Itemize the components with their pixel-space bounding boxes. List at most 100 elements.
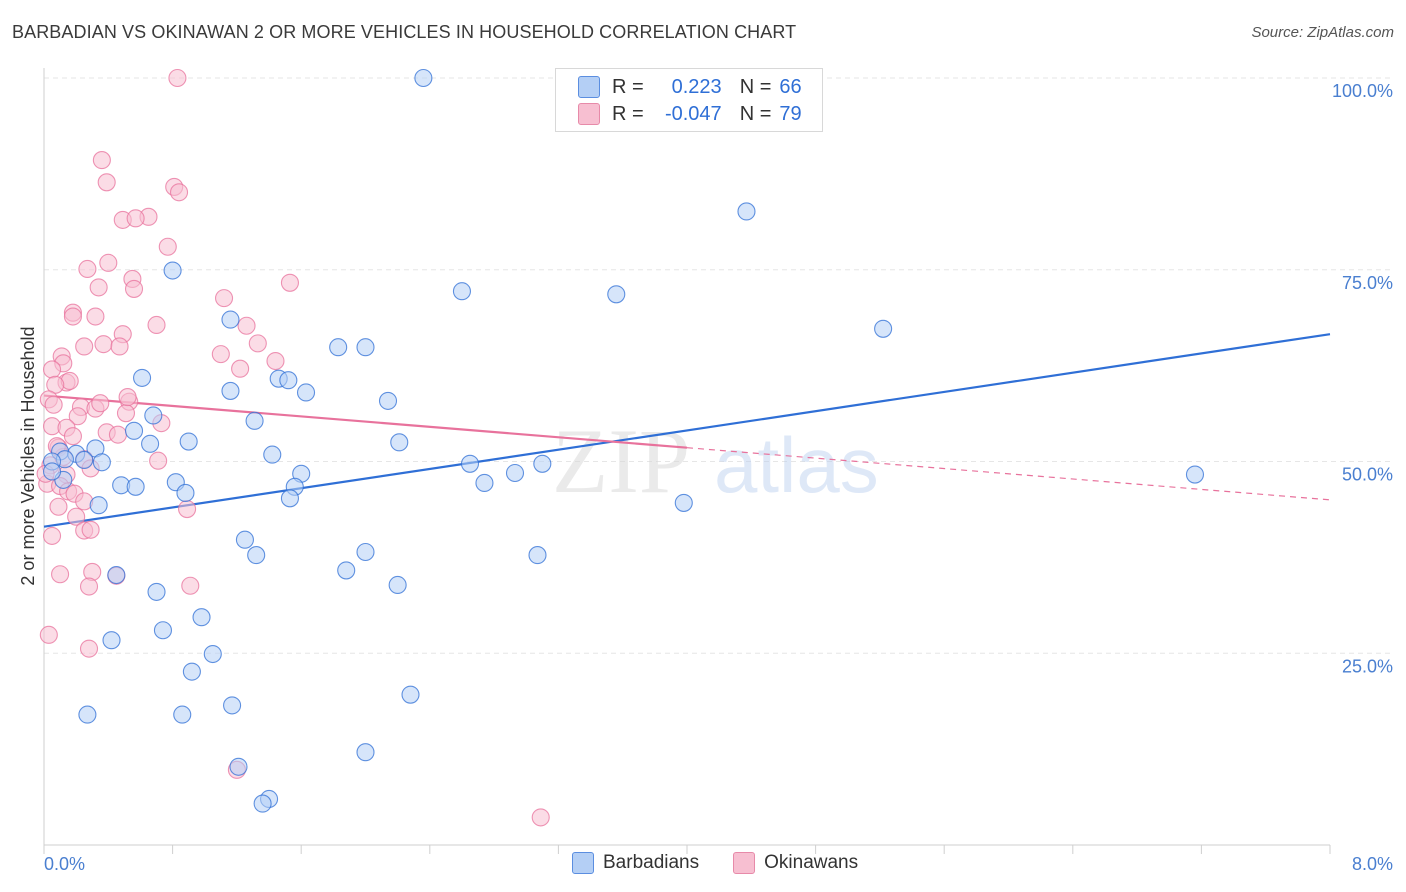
chart-title: BARBADIAN VS OKINAWAN 2 OR MORE VEHICLES… (12, 22, 797, 42)
okinawan-point (89, 278, 108, 297)
okinawan-point (237, 316, 256, 335)
source-label: Source: ZipAtlas.com (1251, 24, 1394, 41)
barbadian-point (280, 489, 299, 508)
okinawan-point (169, 183, 189, 202)
barbadian-point (102, 631, 121, 650)
barbadian-point (253, 794, 272, 813)
barbadian-point (737, 202, 756, 221)
barbadian-point (390, 433, 409, 452)
barbadian-point (229, 757, 248, 776)
barbadian-point (674, 493, 693, 512)
okinawan-point (51, 565, 70, 584)
barbadian-trend-line (43, 333, 1331, 528)
okinawan-point (79, 639, 99, 658)
barbadian-point (92, 453, 111, 472)
legend-row-okinawans: R = -0.047 N = 79 (578, 101, 802, 127)
barbadian-point (1185, 465, 1205, 484)
okinawan-point (214, 289, 234, 308)
barbadian-point (356, 743, 375, 762)
legend-item-barbadians[interactable]: Barbadians (572, 852, 699, 874)
legend-n-label: N = (739, 102, 772, 125)
barbadian-point (89, 496, 108, 515)
legend-swatch-blue (578, 76, 600, 98)
legend-label-okinawans: Okinawans (764, 852, 859, 873)
barbadian-point (203, 644, 222, 664)
barbadian-point (173, 705, 192, 724)
okinawan-point (118, 388, 137, 407)
okinawan-trend-line-extension (686, 447, 1331, 501)
barbadian-point (528, 546, 547, 565)
y-tick-label: 100.0% (1332, 81, 1393, 101)
barbadian-point (874, 319, 893, 338)
barbadian-point (356, 338, 375, 357)
barbadian-point (78, 705, 97, 724)
watermark: ZIP atlas (552, 410, 879, 512)
okinawan-trend-line (43, 394, 688, 449)
legend-item-okinawans[interactable]: Okinawans (733, 852, 858, 874)
okinawans-points (36, 68, 550, 827)
legend-r-label: R = (612, 102, 644, 125)
okinawan-point (99, 253, 118, 272)
y-tick-label: 25.0% (1342, 656, 1393, 676)
okinawan-point (68, 407, 87, 426)
legend-r-label: R = (612, 75, 644, 98)
watermark-zip: ZIP (552, 410, 690, 512)
watermark-atlas: atlas (714, 421, 879, 509)
okinawan-point (63, 307, 82, 326)
legend-swatch-pink (733, 852, 756, 874)
barbadian-point (221, 381, 240, 400)
okinawan-point (149, 451, 168, 470)
barbadian-point (247, 546, 266, 565)
okinawan-point (110, 337, 129, 356)
okinawan-point (266, 351, 285, 371)
legend-n-label: N = (739, 75, 772, 98)
barbadian-point (460, 454, 480, 473)
barbadian-point (475, 473, 494, 493)
barbadian-point (223, 696, 242, 715)
okinawan-point (231, 359, 250, 378)
barbadian-point (179, 432, 198, 451)
barbadian-point (153, 621, 173, 640)
legend-label-barbadians: Barbadians (603, 852, 700, 873)
barbadian-point (263, 445, 282, 464)
okinawan-point (248, 334, 267, 353)
axes (43, 68, 1331, 854)
okinawan-point (92, 151, 111, 170)
barbadian-point (337, 561, 356, 580)
okinawan-point (280, 273, 299, 292)
okinawan-point (531, 808, 550, 827)
okinawan-point (42, 360, 62, 379)
okinawan-point (97, 173, 116, 192)
barbadian-point (144, 406, 163, 425)
y-tick-label: 75.0% (1342, 273, 1393, 293)
barbadian-point (192, 608, 211, 627)
okinawan-point (86, 307, 105, 326)
barbadian-point (75, 450, 94, 470)
barbadian-point (329, 338, 348, 357)
okinawan-point (158, 237, 177, 256)
barbadian-point (147, 582, 166, 601)
okinawan-point (63, 427, 82, 446)
barbadian-point (235, 530, 254, 549)
barbadian-point (124, 421, 144, 440)
barbadian-point (401, 685, 420, 704)
barbadian-point (182, 662, 201, 681)
trend-lines (43, 333, 1331, 528)
x-tick-label: 0.0% (44, 854, 85, 874)
okinawan-point (108, 425, 127, 444)
tick-labels: 25.0% 50.0% 75.0% 100.0% 0.0% 8.0% (44, 81, 1393, 874)
okinawan-point (116, 404, 136, 423)
legend-swatch-pink (578, 103, 600, 125)
okinawan-point (211, 345, 230, 364)
barbadian-point (388, 575, 407, 595)
okinawan-point (39, 625, 58, 644)
okinawan-point (79, 577, 99, 596)
legend-r-value: -0.047 (664, 102, 722, 125)
barbadian-point (356, 542, 375, 562)
barbadian-point (378, 391, 398, 410)
okinawan-point (126, 209, 145, 228)
okinawan-point (49, 497, 68, 516)
barbadian-point (126, 477, 145, 496)
okinawan-point (44, 395, 63, 414)
